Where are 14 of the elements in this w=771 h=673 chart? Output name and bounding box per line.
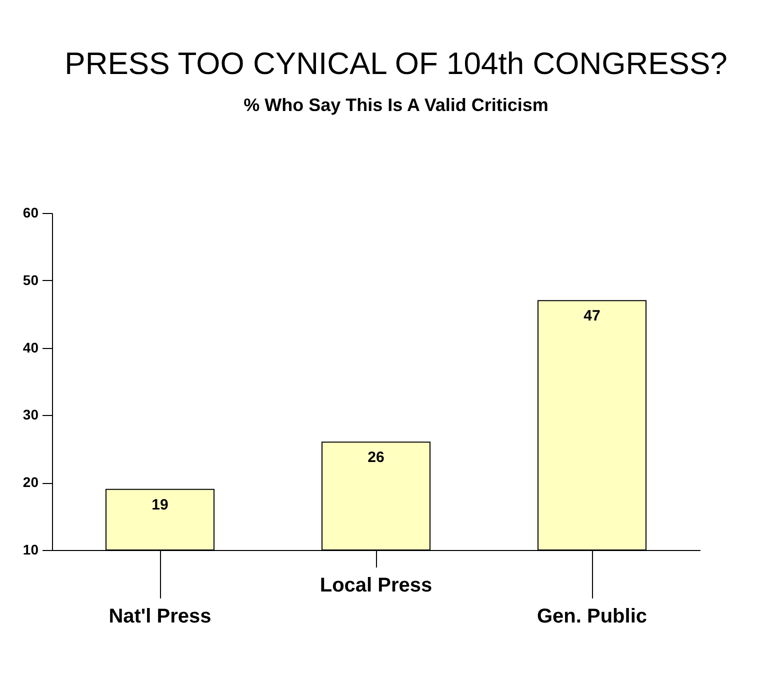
- y-tick-label: 60: [22, 204, 39, 220]
- x-tick-label: Nat'l Press: [108, 606, 212, 628]
- y-tick-label: 50: [22, 272, 39, 288]
- data-label: 19: [152, 496, 168, 514]
- data-label: 26: [368, 449, 384, 466]
- chart-title: PRESS TOO CYNICAL OF 104th CONGRESS?: [64, 46, 728, 81]
- x-tick-label: Gen. Public: [536, 606, 648, 628]
- x-tick-label: Local Press: [320, 574, 432, 596]
- y-tick-label: 20: [22, 474, 39, 490]
- chart-subtitle: % Who Say This Is A Valid Criticism: [244, 95, 548, 115]
- y-tick-label: 10: [22, 542, 39, 558]
- data-label: 47: [584, 308, 600, 325]
- y-tick-label: 40: [22, 339, 39, 356]
- y-tick-label: 30: [22, 406, 39, 423]
